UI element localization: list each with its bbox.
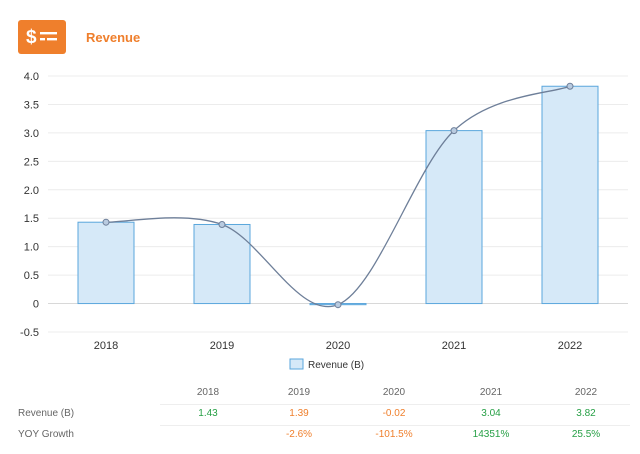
y-tick-label: 4.0 <box>24 71 39 83</box>
y-tick-label: 2.5 <box>24 156 39 168</box>
chart-header: $ Revenue <box>18 20 140 54</box>
y-tick-label: 0 <box>33 299 39 311</box>
bar <box>425 130 483 305</box>
table-cell: 1.43 <box>198 408 218 419</box>
x-tick-label: 2021 <box>442 340 466 352</box>
table-header-2018: 2018 <box>196 387 220 398</box>
table-cell: 14351% <box>472 429 510 440</box>
revenue-chart: 4.0 3.5 3.0 2.5 2.0 1.5 1.0 0.5 0 -0.5 2018 2019 202… <box>20 71 628 371</box>
y-tick-label: 0.5 <box>24 270 39 282</box>
y-tick-label: -0.5 <box>20 327 39 339</box>
series-point <box>450 127 458 135</box>
bar <box>541 85 599 305</box>
table-header-2022: 2022 <box>574 387 598 398</box>
y-tick-label: 2.0 <box>24 185 39 197</box>
y-tick-label: 1.5 <box>24 213 39 225</box>
table-cell: 1.39 <box>289 408 309 419</box>
row-label-yoy-growth: YOY Growth <box>18 429 74 440</box>
x-tick-label: 2019 <box>210 340 234 352</box>
series-point <box>566 82 574 90</box>
table-row-revenue: Revenue (B) 1.43 1.39 -0.02 3.04 3.82 <box>18 405 630 426</box>
x-tick-label: 2018 <box>94 340 118 352</box>
table-cell: -101.5% <box>375 429 413 440</box>
legend-label: Revenue (B) <box>308 360 364 371</box>
x-tick-label: 2022 <box>558 340 582 352</box>
dollar-list-icon: $ <box>18 20 66 54</box>
table-header-2020: 2020 <box>382 387 406 398</box>
y-tick-label: 3.5 <box>24 99 39 111</box>
table-cell: 3.04 <box>481 408 501 419</box>
table-cell: -2.6% <box>285 429 313 440</box>
table-header-row: 2018 2019 2020 2021 2022 <box>18 384 630 405</box>
bar <box>193 223 251 305</box>
bar <box>77 221 135 305</box>
table-cell: -0.02 <box>382 408 406 419</box>
series-point <box>102 218 110 226</box>
y-tick-label: 3.0 <box>24 128 39 140</box>
revenue-table: 2018 2019 2020 2021 2022 Revenue (B) 1.4… <box>18 384 630 447</box>
legend-swatch <box>289 358 304 370</box>
row-label-revenue: Revenue (B) <box>18 408 75 419</box>
x-tick-label: 2020 <box>326 340 350 352</box>
table-cell: 3.82 <box>576 408 596 419</box>
series-point <box>218 220 226 228</box>
table-header-2019: 2019 <box>287 387 311 398</box>
series-point <box>334 301 342 309</box>
series-line <box>105 85 571 308</box>
table-header-2021: 2021 <box>479 387 503 398</box>
svg-text:$: $ <box>26 27 37 48</box>
table-cell: 25.5% <box>571 429 601 440</box>
table-row-yoy-growth: YOY Growth -2.6% -101.5% 14351% 25.5% <box>18 426 630 447</box>
y-tick-label: 1.0 <box>24 242 39 254</box>
chart-title: Revenue <box>86 29 141 45</box>
